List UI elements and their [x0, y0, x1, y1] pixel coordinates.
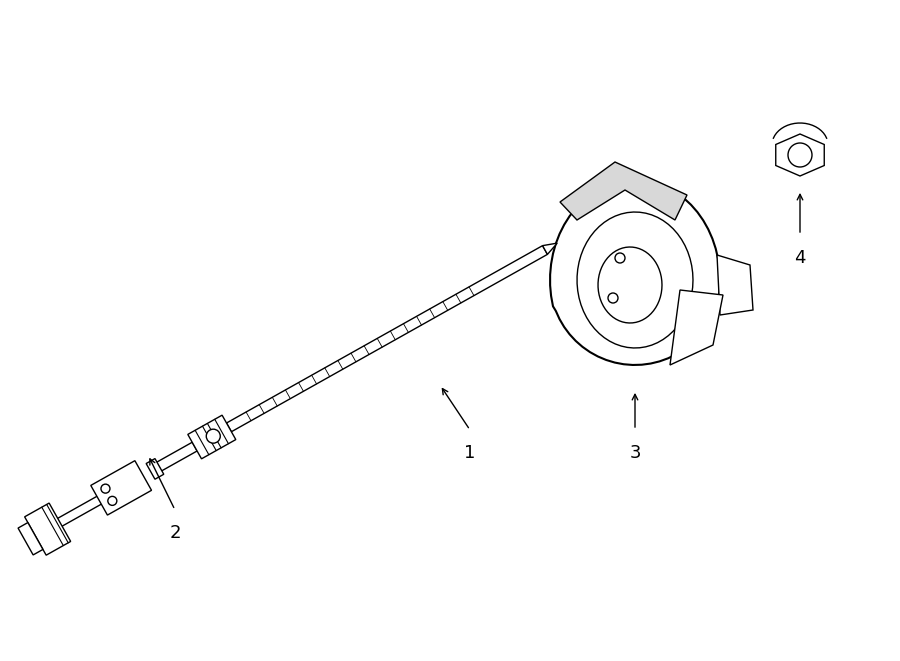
Polygon shape	[776, 134, 824, 176]
Circle shape	[615, 253, 625, 263]
Polygon shape	[577, 212, 693, 348]
Polygon shape	[543, 243, 557, 254]
Circle shape	[101, 484, 110, 493]
Polygon shape	[53, 495, 104, 529]
Polygon shape	[227, 246, 547, 432]
Text: 2: 2	[169, 524, 181, 542]
Polygon shape	[24, 503, 71, 555]
Polygon shape	[188, 415, 236, 459]
Polygon shape	[598, 247, 662, 323]
Polygon shape	[18, 523, 43, 555]
Circle shape	[608, 293, 618, 303]
Polygon shape	[157, 442, 197, 471]
Polygon shape	[550, 180, 720, 365]
Polygon shape	[91, 461, 151, 515]
Text: 1: 1	[464, 444, 476, 462]
Circle shape	[108, 496, 117, 506]
Polygon shape	[717, 255, 753, 315]
Circle shape	[788, 143, 812, 167]
Text: 4: 4	[794, 249, 806, 267]
Polygon shape	[670, 290, 723, 365]
Polygon shape	[146, 459, 164, 479]
Polygon shape	[560, 162, 687, 220]
Circle shape	[206, 429, 220, 443]
Text: 3: 3	[629, 444, 641, 462]
